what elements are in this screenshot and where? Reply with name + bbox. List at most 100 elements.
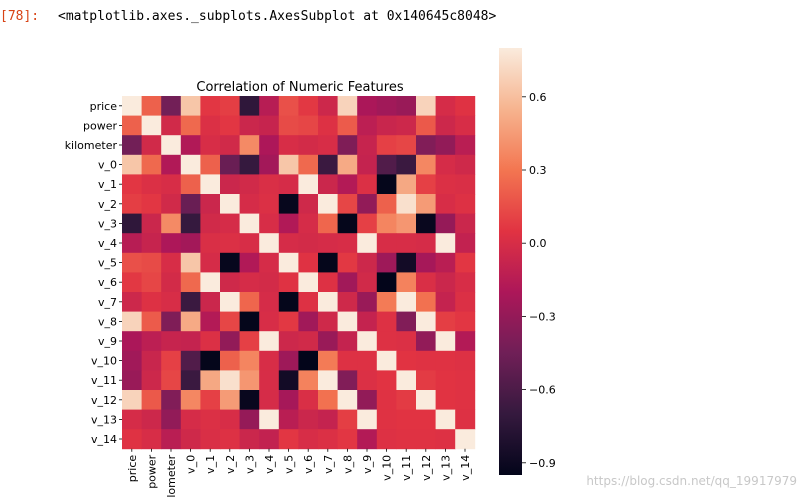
y-tick-label: v_12 <box>91 394 117 407</box>
heatmap-cell <box>239 409 260 430</box>
x-tick-label: power <box>145 454 158 488</box>
heatmap-cell <box>396 233 417 254</box>
heatmap-cell <box>200 292 221 312</box>
heatmap-cell <box>298 370 319 391</box>
heatmap-cell <box>122 429 142 450</box>
x-tick-label: v_2 <box>224 455 237 474</box>
heatmap-cell <box>298 350 319 371</box>
heatmap-cell <box>435 135 456 156</box>
output-prompt: [78]: <box>0 9 40 24</box>
heatmap-cell <box>239 350 260 371</box>
heatmap-cell <box>239 292 260 312</box>
heatmap-cell <box>259 292 280 312</box>
heatmap-cell <box>298 96 319 116</box>
heatmap-cell <box>122 135 142 156</box>
heatmap-cell <box>259 429 280 450</box>
heatmap-cell <box>318 350 338 371</box>
heatmap-cell <box>376 409 397 430</box>
heatmap-cell <box>141 331 162 352</box>
heatmap-cell <box>141 272 162 293</box>
heatmap-cell <box>239 115 260 136</box>
heatmap-cell <box>416 252 436 273</box>
colorbar-gradient <box>499 48 522 475</box>
heatmap-cell <box>259 174 280 195</box>
heatmap-cell <box>239 272 260 293</box>
heatmap-cell <box>141 429 162 450</box>
heatmap-cell <box>416 233 436 254</box>
heatmap-cell <box>278 154 299 175</box>
heatmap-cell <box>357 135 378 156</box>
heatmap-cell <box>278 370 299 391</box>
heatmap-cell <box>259 135 280 156</box>
x-tick-label: v_7 <box>322 455 335 474</box>
heatmap-cell <box>357 409 378 430</box>
heatmap-cell <box>180 233 201 254</box>
heatmap-cell <box>298 135 319 156</box>
heatmap-cell <box>357 96 378 116</box>
heatmap-cell <box>220 292 240 312</box>
heatmap-cell <box>455 390 476 410</box>
heatmap-cell <box>337 252 358 273</box>
heatmap-cell <box>161 390 182 410</box>
heatmap-cell <box>396 272 417 293</box>
heatmap-cell <box>141 350 162 371</box>
heatmap-cell <box>122 252 142 273</box>
x-tick-label: v_8 <box>341 455 354 474</box>
heatmap-cell <box>357 390 378 410</box>
y-tick-label: v_14 <box>91 433 117 446</box>
heatmap-cell <box>161 252 182 273</box>
heatmap-cell <box>161 135 182 156</box>
heatmap-cell <box>435 115 456 136</box>
heatmap-cell <box>200 409 221 430</box>
heatmap-cell <box>239 252 260 273</box>
heatmap-cell <box>220 194 240 214</box>
heatmap-cell <box>337 233 358 254</box>
heatmap-cell <box>220 350 240 371</box>
x-tick-label: v_1 <box>204 455 217 474</box>
heatmap-cell <box>435 233 456 254</box>
heatmap-cell <box>376 96 397 116</box>
heatmap-cell <box>337 350 358 371</box>
heatmap-cell <box>122 272 142 293</box>
heatmap-cell <box>318 272 338 293</box>
heatmap-cell <box>337 409 358 430</box>
heatmap-cell <box>161 272 182 293</box>
heatmap-cell <box>376 135 397 156</box>
heatmap-cell <box>455 311 476 332</box>
heatmap-cell <box>396 252 417 273</box>
heatmap-cell <box>396 409 417 430</box>
y-tick-label: v_7 <box>98 296 117 309</box>
heatmap-cell <box>180 311 201 332</box>
heatmap-cell <box>278 135 299 156</box>
heatmap-cell <box>337 96 358 116</box>
heatmap-cell <box>455 331 476 352</box>
heatmap-cell <box>357 213 378 234</box>
heatmap-cell <box>416 96 436 116</box>
heatmap-cell <box>455 409 476 430</box>
y-tick-label: v_8 <box>98 315 117 328</box>
y-tick-label: v_0 <box>98 159 117 172</box>
heatmap-cell <box>376 370 397 391</box>
heatmap-cell <box>318 429 338 450</box>
heatmap-cell <box>455 429 476 450</box>
heatmap-cell <box>180 154 201 175</box>
heatmap-cell <box>200 213 221 234</box>
heatmap-cell <box>357 350 378 371</box>
heatmap-cell <box>396 213 417 234</box>
heatmap-cell <box>376 331 397 352</box>
x-tick-label: v_0 <box>185 455 198 474</box>
heatmap-cell <box>357 272 378 293</box>
heatmap-cell <box>435 252 456 273</box>
heatmap-cell <box>239 213 260 234</box>
heatmap-cell <box>220 174 240 195</box>
heatmap-cell <box>455 292 476 312</box>
heatmap-cell <box>259 390 280 410</box>
heatmap-cell <box>357 331 378 352</box>
heatmap-cell <box>239 96 260 116</box>
heatmap-cell <box>376 174 397 195</box>
heatmap-cell <box>396 311 417 332</box>
heatmap-cell <box>180 331 201 352</box>
heatmap-cell <box>435 154 456 175</box>
y-tick-label: v_9 <box>98 335 117 348</box>
colorbar: 0.6 0.3 0.0 −0.3 −0.6 −0.9 <box>499 48 556 475</box>
